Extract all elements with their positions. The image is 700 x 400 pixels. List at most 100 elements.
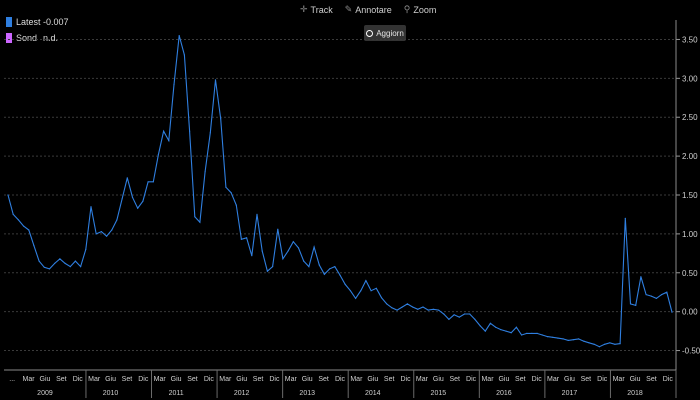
data-point: [163, 130, 165, 132]
x-month-label: ...: [9, 376, 15, 383]
data-point: [297, 247, 300, 249]
data-point: [417, 308, 419, 310]
data-point: [240, 238, 242, 240]
y-tick-label: 3.50: [682, 35, 698, 44]
y-tick-label: 0.00: [682, 308, 698, 317]
x-month-label: Dic: [532, 376, 543, 383]
data-point: [204, 171, 206, 173]
x-year-label: 2014: [365, 390, 381, 397]
data-point: [541, 334, 543, 336]
data-point: [536, 332, 538, 334]
data-point: [552, 336, 554, 338]
x-year-label: 2009: [37, 390, 53, 397]
data-point: [412, 306, 414, 308]
chart-toolbar: ✛ Track ✎ Annotare ⚲ Zoom: [300, 4, 436, 15]
annotate-button[interactable]: ✎ Annotare: [345, 4, 392, 15]
data-point: [17, 219, 19, 221]
data-point: [370, 290, 372, 292]
x-month-label: Mar: [350, 376, 363, 383]
data-point: [562, 338, 564, 340]
zoom-button[interactable]: ⚲ Zoom: [404, 4, 437, 15]
data-point: [448, 318, 450, 320]
data-point: [572, 339, 575, 341]
latest-swatch: [6, 17, 12, 27]
data-point: [489, 322, 491, 324]
data-point: [329, 268, 331, 270]
data-point: [443, 313, 445, 315]
x-month-label: Mar: [88, 376, 101, 383]
data-point: [666, 291, 668, 293]
data-point: [619, 343, 621, 345]
data-point: [277, 228, 279, 230]
data-point: [396, 309, 398, 311]
zoom-label: Zoom: [413, 4, 437, 15]
data-point: [308, 266, 310, 268]
x-month-label: Giu: [171, 376, 182, 383]
legend-item-latest[interactable]: Latest -0.007: [6, 14, 69, 30]
series-line: [7, 35, 673, 348]
data-point: [624, 217, 626, 219]
data-point: [484, 330, 486, 332]
x-month-label: Dic: [335, 376, 346, 383]
x-month-label: Set: [449, 376, 460, 383]
data-point: [173, 84, 175, 86]
data-point: [48, 268, 51, 270]
refresh-button[interactable]: Aggiorn: [364, 25, 406, 41]
data-point: [344, 283, 346, 285]
data-point: [458, 316, 460, 318]
data-point: [635, 304, 637, 306]
data-point: [33, 245, 35, 247]
data-point: [609, 342, 611, 344]
x-year-label: 2015: [431, 390, 447, 397]
data-point: [131, 196, 134, 198]
data-point: [95, 233, 97, 235]
data-point: [183, 54, 185, 56]
data-point: [578, 338, 580, 340]
data-point: [500, 329, 502, 331]
data-point: [137, 207, 139, 209]
data-point: [230, 192, 232, 194]
x-month-label: Mar: [416, 376, 429, 383]
x-month-label: Mar: [219, 376, 232, 383]
x-month-label: Set: [515, 376, 526, 383]
data-point: [147, 181, 149, 183]
data-point: [629, 303, 632, 305]
data-point: [614, 343, 616, 345]
x-month-label: Mar: [481, 376, 494, 383]
data-point: [438, 309, 440, 311]
x-month-label: Mar: [613, 376, 626, 383]
legend-value-latest: -0.007: [43, 17, 69, 27]
x-month-label: Giu: [302, 376, 313, 383]
data-point: [406, 303, 408, 305]
data-point: [334, 266, 336, 268]
data-point: [671, 311, 673, 313]
x-month-label: Set: [318, 376, 329, 383]
x-month-label: Dic: [466, 376, 477, 383]
data-point: [546, 336, 549, 338]
data-point: [588, 342, 590, 344]
data-point: [214, 79, 217, 81]
data-point: [199, 221, 201, 223]
data-point: [479, 325, 481, 327]
track-button[interactable]: ✛ Track: [300, 4, 333, 15]
data-point: [474, 318, 476, 320]
data-point: [505, 330, 507, 332]
data-point: [74, 260, 76, 262]
data-point: [380, 297, 383, 299]
data-point: [100, 231, 102, 233]
x-month-label: Giu: [105, 376, 116, 383]
data-point: [339, 274, 341, 276]
x-month-label: Set: [384, 376, 395, 383]
data-point: [349, 290, 351, 292]
x-year-label: 2017: [562, 390, 578, 397]
data-point: [168, 140, 170, 142]
refresh-label: Aggiorn: [376, 28, 404, 38]
legend-item-sond[interactable]: Sond n.d.: [6, 30, 69, 46]
x-month-label: Giu: [433, 376, 444, 383]
data-point: [510, 332, 512, 334]
data-point: [531, 332, 533, 334]
x-month-label: Dic: [73, 376, 84, 383]
x-month-label: Dic: [269, 376, 280, 383]
data-point: [661, 294, 663, 296]
